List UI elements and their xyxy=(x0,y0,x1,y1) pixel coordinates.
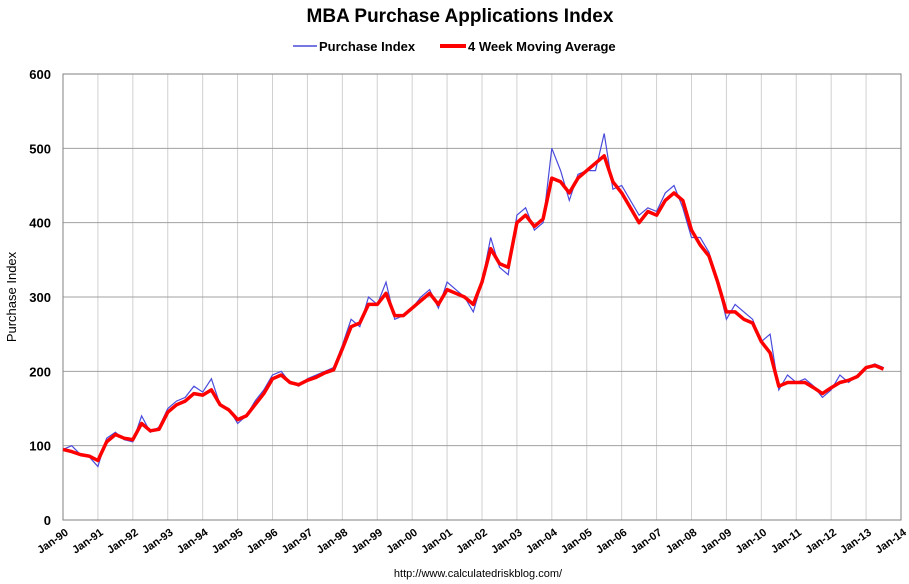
x-tick-label: Jan-93 xyxy=(140,527,175,557)
x-tick-label: Jan-91 xyxy=(70,527,105,557)
x-tick-label: Jan-95 xyxy=(210,527,245,557)
x-tick-label: Jan-11 xyxy=(769,527,804,556)
y-axis-label: Purchase Index xyxy=(4,251,19,342)
x-tick-label: Jan-14 xyxy=(873,526,909,556)
x-tick-label: Jan-09 xyxy=(699,527,734,557)
legend-label-purchase-index: Purchase Index xyxy=(319,39,416,54)
x-tick-label: Jan-13 xyxy=(838,527,873,557)
x-tick-label: Jan-01 xyxy=(419,527,454,557)
x-tick-label: Jan-03 xyxy=(489,527,524,557)
chart-title: MBA Purchase Applications Index xyxy=(307,6,614,27)
series-line-purchase-index xyxy=(62,133,884,468)
x-tick-label: Jan-94 xyxy=(175,526,211,556)
y-tick-label: 400 xyxy=(29,216,51,231)
x-tick-label: Jan-00 xyxy=(384,527,419,557)
x-tick-label: Jan-97 xyxy=(280,527,315,557)
plot-frame xyxy=(62,73,902,521)
x-tick-label: Jan-10 xyxy=(734,527,769,557)
y-tick-label: 0 xyxy=(44,513,51,528)
x-tick-label: Jan-06 xyxy=(594,527,629,557)
x-tick-labels: Jan-90 Jan-91 Jan-92 Jan-93 Jan-94 Jan-95 Jan-… xyxy=(35,526,909,556)
series-line-moving-average xyxy=(62,154,885,463)
y-tick-labels: 0 100 200 300 400 500 600 xyxy=(29,67,51,528)
x-tick-label: Jan-96 xyxy=(245,527,280,557)
x-tick-label: Jan-98 xyxy=(315,527,350,557)
x-tick-label: Jan-90 xyxy=(35,527,70,557)
x-tick-label: Jan-92 xyxy=(105,527,140,557)
y-tick-label: 100 xyxy=(29,439,51,454)
x-tick-label: Jan-08 xyxy=(664,527,699,557)
x-tick-label: Jan-05 xyxy=(559,527,594,557)
y-tick-label: 300 xyxy=(29,290,51,305)
x-tick-label: Jan-12 xyxy=(803,527,838,557)
legend-label-moving-average: 4 Week Moving Average xyxy=(468,39,616,54)
x-tick-label: Jan-99 xyxy=(350,527,385,557)
x-tick-label: Jan-04 xyxy=(524,526,560,556)
y-tick-label: 600 xyxy=(29,67,51,82)
y-tick-label: 500 xyxy=(29,141,51,156)
legend: Purchase Index 4 Week Moving Average xyxy=(293,39,616,54)
source-url: http://www.calculatedriskblog.com/ xyxy=(394,568,563,580)
x-tick-label: Jan-02 xyxy=(454,527,489,557)
x-tick-label: Jan-07 xyxy=(629,527,664,557)
y-tick-label: 200 xyxy=(29,364,51,379)
